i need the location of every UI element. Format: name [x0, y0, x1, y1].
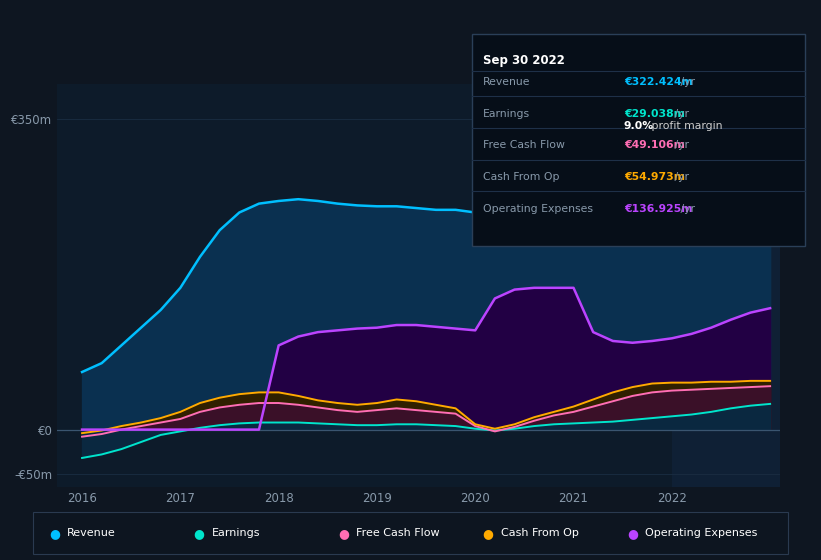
Text: 9.0%: 9.0%	[624, 121, 654, 131]
Text: €322.424m: €322.424m	[624, 77, 693, 87]
Text: €54.973m: €54.973m	[624, 172, 685, 182]
Text: /yr: /yr	[672, 172, 690, 182]
Text: ●: ●	[338, 527, 349, 540]
Text: /yr: /yr	[672, 141, 690, 150]
Text: €136.925m: €136.925m	[624, 204, 692, 214]
Text: Cash From Op: Cash From Op	[483, 172, 559, 182]
Text: /yr: /yr	[677, 204, 695, 214]
Text: Sep 30 2022: Sep 30 2022	[483, 54, 565, 67]
Text: ●: ●	[627, 527, 638, 540]
Text: Earnings: Earnings	[483, 109, 530, 119]
Text: Operating Expenses: Operating Expenses	[483, 204, 593, 214]
Text: Revenue: Revenue	[483, 77, 530, 87]
Bar	[672, 84, 780, 487]
Text: Cash From Op: Cash From Op	[501, 529, 579, 538]
Text: ●: ●	[483, 527, 493, 540]
Text: /yr: /yr	[672, 109, 690, 119]
Text: ●: ●	[194, 527, 204, 540]
Text: Earnings: Earnings	[212, 529, 260, 538]
Text: Free Cash Flow: Free Cash Flow	[356, 529, 440, 538]
Text: Revenue: Revenue	[67, 529, 116, 538]
Text: /yr: /yr	[677, 77, 695, 87]
Text: Free Cash Flow: Free Cash Flow	[483, 141, 565, 150]
Text: Operating Expenses: Operating Expenses	[645, 529, 758, 538]
Text: ●: ●	[49, 527, 60, 540]
Text: €49.106m: €49.106m	[624, 141, 685, 150]
Text: profit margin: profit margin	[648, 121, 722, 131]
Text: €29.038m: €29.038m	[624, 109, 685, 119]
